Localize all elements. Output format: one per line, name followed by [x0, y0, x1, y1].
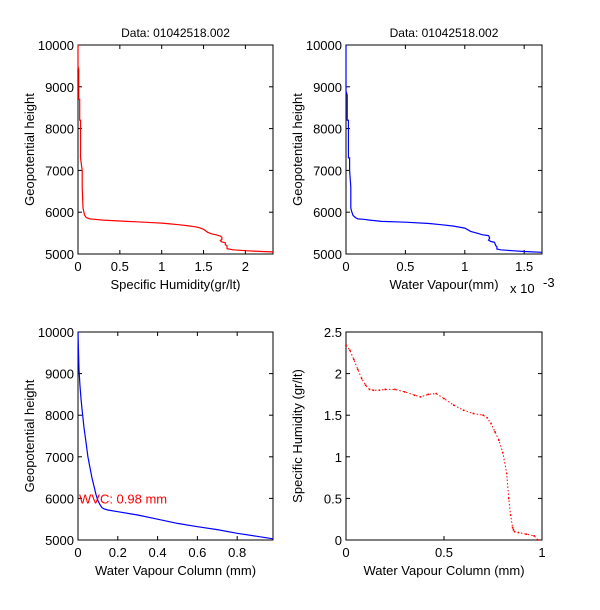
subplot-p3: 0 0.2 0.4 0.6 0.8 5000 6000 7000 8000 9000 10000 Wa… — [22, 325, 274, 578]
data-point — [498, 439, 500, 441]
axes-box — [345, 331, 543, 541]
y-tick-label: 10000 — [38, 38, 74, 53]
data-point — [453, 404, 455, 407]
wvc-annotation: WVC: 0.98 mm — [79, 491, 167, 506]
data-point — [356, 368, 359, 371]
x-tick-label: 1 — [461, 259, 468, 274]
y-tick-label: 1 — [335, 450, 342, 465]
data-point — [511, 526, 514, 529]
data-line — [345, 45, 543, 253]
y-tick-label: 6000 — [45, 205, 74, 220]
x-axis-label: Water Vapour(mm) — [389, 277, 498, 292]
x-tick-label: 0 — [342, 545, 349, 560]
y-tick-label: 1.5 — [324, 408, 342, 423]
x-tick-label: 0.8 — [228, 545, 246, 560]
y-axis-label: Specific Humidity (gr/lt) — [290, 369, 305, 503]
x-tick-label: 0 — [74, 545, 81, 560]
x-tick-label: 0.6 — [188, 545, 206, 560]
x-axis-label: Specific Humidity(gr/lt) — [110, 277, 240, 292]
data-point — [512, 529, 515, 531]
data-point — [372, 389, 375, 392]
data-point — [427, 393, 430, 396]
x-axis-label: Water Vapour Column (mm) — [363, 563, 524, 578]
data-point — [525, 533, 528, 535]
x-tick-label: 0.2 — [109, 545, 127, 560]
y-tick-label: 10000 — [306, 38, 342, 53]
data-point — [360, 377, 363, 380]
x-tick-label: 0 — [342, 259, 349, 274]
chart-title: Data: 01042518.002 — [121, 26, 230, 40]
x-tick-label: 0 — [74, 259, 81, 274]
x-tick-label: 0.5 — [111, 259, 129, 274]
data-point — [413, 394, 416, 397]
y-tick-label: 7000 — [45, 163, 74, 178]
data-point — [404, 391, 406, 393]
data-line — [77, 331, 274, 540]
data-point — [353, 358, 355, 361]
y-tick-label: 6000 — [313, 205, 342, 220]
x-tick-label: 2 — [242, 259, 249, 274]
x-tick-label: 0.5 — [396, 259, 414, 274]
data-point — [537, 539, 539, 541]
y-tick-label: 0.5 — [324, 491, 342, 506]
x-tick-label: 1.5 — [515, 259, 533, 274]
y-axis-label: Geopotential height — [290, 93, 305, 206]
x-exponent-value: -3 — [543, 275, 555, 290]
data-point — [394, 388, 396, 391]
axes-box — [77, 331, 274, 541]
y-tick-label: 8000 — [313, 122, 342, 137]
y-tick-label: 0 — [335, 533, 342, 548]
y-tick-label: 5000 — [45, 533, 74, 548]
x-tick-label: 0.5 — [435, 545, 453, 560]
y-tick-label: 6000 — [45, 491, 74, 506]
x-tick-label: 0.4 — [149, 545, 167, 560]
y-tick-label: 10000 — [38, 325, 74, 340]
y-tick-label: 7000 — [45, 450, 74, 465]
subplot-p2: 0 0.5 1 1.5 5000 6000 7000 8000 9000 10000 Data: 0… — [290, 26, 555, 296]
chart-title: Data: 01042518.002 — [390, 26, 499, 40]
y-axis-label: Geopotential height — [22, 379, 37, 492]
y-tick-label: 2.5 — [324, 325, 342, 340]
x-tick-label: 1 — [538, 545, 545, 560]
subplot-p4: 0 0.5 1 0 0.5 1 1.5 2 2.5 Water Vapour Column (mm… — [290, 325, 546, 578]
y-tick-label: 2 — [335, 367, 342, 382]
data-line — [77, 45, 274, 253]
x-axis-label: Water Vapour Column (mm) — [95, 563, 256, 578]
data-line — [345, 344, 539, 541]
y-tick-label: 5000 — [313, 247, 342, 262]
data-point — [349, 349, 351, 352]
data-point — [384, 388, 386, 391]
data-point — [482, 414, 484, 416]
data-point — [494, 431, 496, 433]
x-tick-label: 1.5 — [194, 259, 212, 274]
y-axis-label: Geopotential height — [22, 93, 37, 206]
data-point — [364, 384, 367, 387]
subplot-p1: 0 0.5 1 1.5 2 5000 6000 7000 8000 9000 10000 Data: … — [22, 26, 274, 292]
y-tick-label: 7000 — [313, 163, 342, 178]
data-point — [443, 397, 445, 400]
y-tick-label: 8000 — [45, 408, 74, 423]
data-point — [533, 535, 535, 537]
y-tick-label: 9000 — [45, 367, 74, 382]
y-tick-label: 5000 — [45, 247, 74, 262]
y-tick-label: 9000 — [45, 80, 74, 95]
axes-box — [345, 44, 543, 255]
x-tick-label: 1 — [158, 259, 165, 274]
x-exponent-label: x 10 — [510, 281, 535, 296]
axes-box — [77, 44, 274, 255]
y-tick-label: 9000 — [313, 80, 342, 95]
y-tick-label: 8000 — [45, 122, 74, 137]
data-point — [435, 392, 437, 395]
